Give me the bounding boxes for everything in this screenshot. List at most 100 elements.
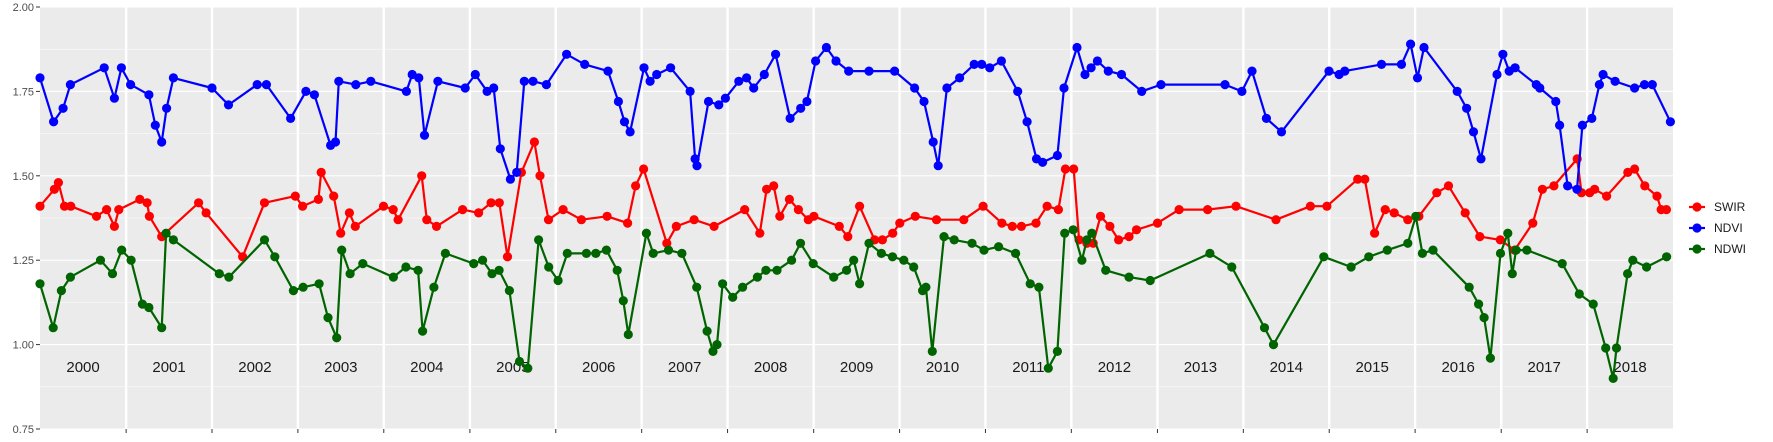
swir-point [1590,184,1600,194]
series-lines [35,39,1675,383]
ndvi-point [144,90,154,100]
swir-point [576,215,587,225]
ndwi-point [298,282,308,292]
swir-point [502,252,513,262]
ndwi-point [1611,343,1622,353]
ndvi-point [414,73,424,83]
ndvi-point [1610,76,1620,86]
ndwi-point [65,272,75,282]
swir-point [809,211,819,221]
ndwi-point [591,248,601,258]
ndvi-point [1587,113,1597,123]
ndwi-point [1485,353,1495,363]
ndwi-point [1259,323,1270,333]
swir-point [1031,218,1041,228]
ndvi-point [286,113,296,123]
ndwi-point [48,323,58,333]
swir-point [1623,167,1633,177]
ndvi-point [1376,59,1387,69]
ndwi-point [1382,245,1392,255]
swir-point [1370,228,1380,238]
swir-point [1124,232,1134,242]
swir-point [1630,164,1640,174]
ndvi-point [1555,120,1565,130]
ndwi-point [562,248,572,258]
ndvi-point [512,167,522,177]
ndvi-point [49,117,59,127]
swir-point [1403,215,1413,225]
ndvi-point [1594,80,1604,90]
series-ndwi [35,211,1672,383]
ndvi-point [645,76,655,86]
ndwi-point [95,255,106,265]
ndwi-point [117,245,127,255]
ndwi-point [332,333,342,343]
swir-point [1042,201,1052,211]
swir-point [1460,208,1470,218]
swir-point [558,205,568,215]
year-label: 2006 [582,359,615,376]
swir-point [458,205,468,215]
ndwi-point [864,238,874,248]
ndvi-point [1452,86,1462,96]
swir-point [1007,221,1017,231]
swir-point [344,208,354,218]
y-tick-label: 1.50 [13,171,34,183]
ndvi-point [742,73,752,83]
year-label: 2010 [926,359,959,376]
y-tick-label: 1.75 [13,86,34,98]
ndvi-point [985,63,995,73]
ndvi-point [330,137,341,147]
ndwi-point [1608,373,1618,383]
ndwi-point [772,265,782,275]
ndvi-point [223,100,234,110]
ndvi-point [955,73,965,83]
ndwi-point [168,235,178,245]
swir-point [336,228,346,238]
ndwi-point [1319,252,1329,262]
swir-point [888,228,898,238]
swir-point [201,208,211,218]
ndvi-point [811,56,821,66]
swir-point [431,221,442,231]
ndwi-point [692,282,702,292]
ndvi-point [99,63,109,73]
swir-point [194,198,204,208]
ndvi-point [109,93,119,103]
ndwi-point [270,252,280,262]
swir-point [378,201,389,211]
ndvi-point [890,66,900,76]
ndvi-point [969,59,979,69]
swir-point [114,205,124,215]
ndvi-point [207,83,217,93]
year-label: 2000 [66,359,99,376]
ndvi-point [720,93,731,103]
ndvi-point [580,59,590,69]
ndvi-point [65,80,75,90]
ndvi-point [1492,69,1502,80]
swir-point [1602,191,1612,201]
swir-point [1271,215,1281,225]
ndvi-point [58,103,68,113]
legend: SWIR NDVI NDWI [1689,200,1746,256]
swir-point [486,198,496,208]
ndvi-line [38,42,1672,191]
ndwi-point [126,255,136,265]
year-label: 2016 [1441,359,1474,376]
swir-point [740,205,750,215]
swir-point [931,215,942,225]
swir-point [1537,184,1547,194]
swir-point [1443,181,1454,191]
swir-point [49,184,60,194]
ndwi-point [161,228,171,238]
ndwi-point [1025,279,1035,289]
ndwi-point [1479,313,1489,323]
ndwi-point [1068,225,1078,235]
swir-point [1528,218,1538,228]
ndwi-point [514,356,525,367]
swir-point [877,235,888,245]
ndvi-point [1577,120,1587,130]
ndvi-point [977,59,987,69]
ndwi-point [345,269,355,279]
